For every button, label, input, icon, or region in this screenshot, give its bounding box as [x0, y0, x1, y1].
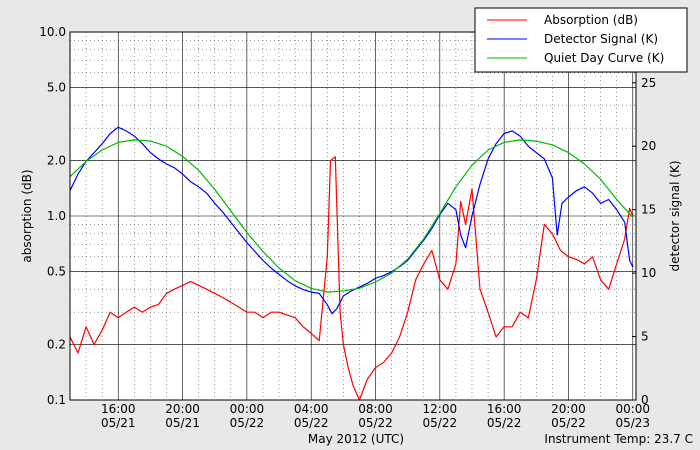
x-axis-label: May 2012 (UTC) — [308, 432, 404, 446]
y-right-tick-label: 10 — [641, 266, 656, 280]
legend-box — [474, 7, 688, 73]
legend-label-detector: Detector Signal (K) — [544, 32, 658, 46]
series-absorption-line — [69, 156, 634, 401]
series-quiet-day-line — [69, 139, 634, 293]
legend-label-absorption: Absorption (dB) — [544, 13, 638, 27]
y-axis-right-label: detector signal (K) — [668, 160, 682, 271]
y-right-tick-label: 20 — [641, 139, 656, 153]
x-tick-label-time: 00:00 — [615, 402, 650, 416]
y-left-tick-label: 1.0 — [47, 209, 66, 223]
x-tick-label-time: 20:00 — [551, 402, 586, 416]
ticks-group: 0.10.20.51.02.05.010.0051015202516:0005/… — [39, 25, 656, 430]
y-left-tick-label: 0.2 — [47, 338, 66, 352]
plot-frame — [69, 31, 637, 401]
x-tick-label-date: 05/22 — [423, 416, 458, 430]
y-right-tick-label: 25 — [641, 76, 656, 90]
legend-label-quiet-day: Quiet Day Curve (K) — [544, 51, 664, 65]
y-left-tick-label: 0.5 — [47, 264, 66, 278]
legend: Absorption (dB) Detector Signal (K) Quie… — [474, 7, 688, 73]
x-tick-label-time: 04:00 — [294, 402, 329, 416]
x-tick-label-date: 05/21 — [165, 416, 200, 430]
y-right-tick-label: 0 — [641, 393, 649, 407]
x-tick-label-date: 05/22 — [487, 416, 522, 430]
y-left-tick-label: 10.0 — [39, 25, 66, 39]
x-tick-label-time: 16:00 — [101, 402, 136, 416]
y-left-tick-label: 5.0 — [47, 80, 66, 94]
x-tick-label-time: 12:00 — [423, 402, 458, 416]
x-tick-label-date: 05/22 — [294, 416, 329, 430]
y-axis-left-label: absorption (dB) — [20, 169, 34, 262]
x-tick-label-date: 05/21 — [101, 416, 136, 430]
y-left-tick-label: 0.1 — [47, 393, 66, 407]
instrument-temp-label: Instrument Temp: 23.7 C — [544, 432, 693, 446]
y-right-tick-label: 15 — [641, 203, 656, 217]
x-tick-label-date: 05/23 — [615, 416, 650, 430]
x-tick-label-date: 05/22 — [358, 416, 393, 430]
x-tick-label-date: 05/22 — [230, 416, 265, 430]
grid — [70, 31, 636, 401]
series-detector-signal-line — [69, 126, 634, 315]
x-tick-label-date: 05/22 — [551, 416, 586, 430]
y-left-tick-label: 2.0 — [47, 154, 66, 168]
series-group — [69, 126, 634, 401]
y-right-tick-label: 5 — [641, 330, 649, 344]
x-tick-label-time: 08:00 — [358, 402, 393, 416]
x-tick-label-time: 16:00 — [487, 402, 522, 416]
x-tick-label-time: 20:00 — [165, 402, 200, 416]
x-tick-label-time: 00:00 — [230, 402, 265, 416]
